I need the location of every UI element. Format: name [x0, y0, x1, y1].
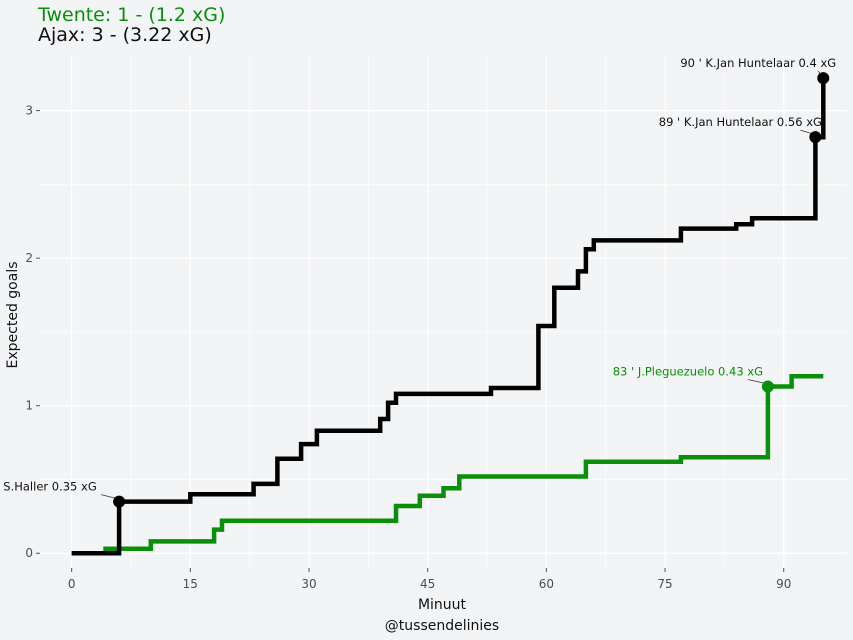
y-tick-label: 3	[25, 104, 33, 118]
y-tick-label: 0	[25, 546, 33, 560]
home-shot-marker	[761, 380, 774, 393]
shot-annotation: 6 ' S.Haller 0.35 xG	[0, 480, 97, 494]
x-tick-label: 45	[420, 577, 435, 591]
x-tick-label: 15	[183, 577, 198, 591]
x-axis-title: Minuut	[418, 597, 467, 613]
y-tick-label: 2	[25, 251, 33, 265]
chart-caption: @tussendelinies	[385, 618, 499, 634]
annotation-leader	[747, 379, 766, 384]
home-team-summary: Twente: 1 - (1.2 xG)	[38, 4, 226, 26]
y-axis-title: Expected goals	[5, 262, 21, 369]
away-shot-marker	[809, 131, 822, 144]
x-tick-label: 75	[657, 577, 672, 591]
shot-annotation: 83 ' J.Pleguezuelo 0.43 xG	[613, 365, 763, 379]
home-xg-line	[103, 373, 824, 552]
axis-ticks: 0 15 30 45 60 75 90 0 1 2 3	[25, 104, 791, 591]
grid	[40, 56, 847, 568]
x-tick-label: 0	[68, 577, 76, 591]
y-tick-label: 1	[25, 399, 33, 413]
shot-annotation: 90 ' K.Jan Huntelaar 0.4 xG	[680, 56, 836, 70]
away-xg-line	[71, 78, 826, 556]
series	[71, 78, 826, 556]
x-tick-label: 90	[776, 577, 791, 591]
annotations: 83 ' J.Pleguezuelo 0.43 xG 6 ' S.Haller 0…	[0, 56, 836, 508]
shot-annotation: 89 ' K.Jan Huntelaar 0.56 xG	[659, 115, 822, 129]
x-tick-label: 30	[301, 577, 316, 591]
plot-panel	[40, 56, 847, 568]
away-shot-marker	[817, 72, 830, 85]
away-shot-marker	[113, 495, 126, 508]
x-tick-label: 60	[539, 577, 554, 591]
away-team-summary: Ajax: 3 - (3.22 xG)	[38, 24, 212, 46]
